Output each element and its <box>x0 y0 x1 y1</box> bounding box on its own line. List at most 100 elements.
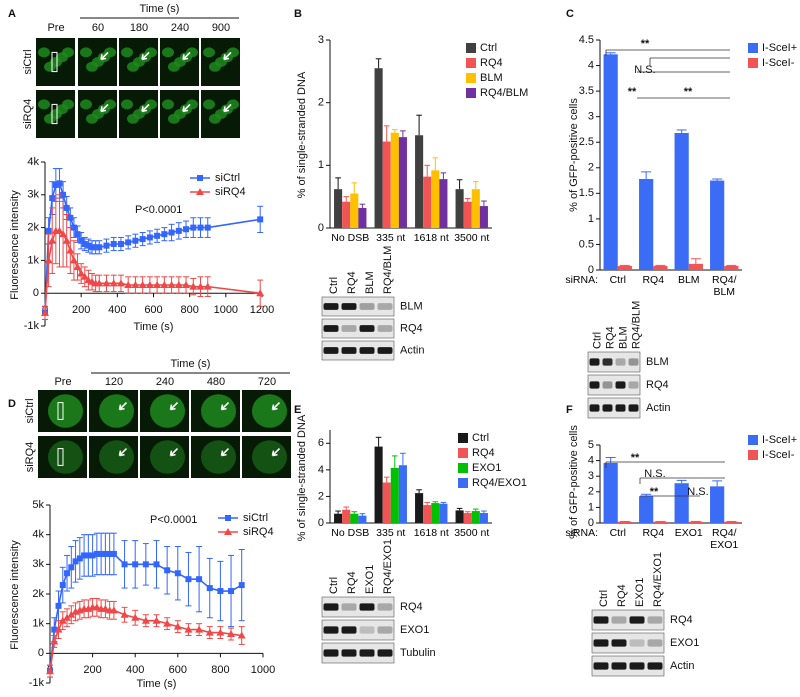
lane-label: Ctrl <box>328 277 340 294</box>
marker <box>238 582 245 589</box>
marker <box>204 224 211 231</box>
row-label: siCtrl <box>22 49 34 74</box>
time-label: 120 <box>105 376 123 388</box>
marker <box>64 570 71 577</box>
blot-band <box>341 626 357 634</box>
marker <box>237 631 246 639</box>
legend-label: Ctrl <box>472 432 489 444</box>
bar <box>617 521 632 523</box>
marker <box>77 269 86 277</box>
arrow <box>220 402 230 411</box>
bar <box>382 482 391 523</box>
blot-band <box>611 616 627 624</box>
x-tick-label: RQ4/ EXO1 <box>710 527 739 551</box>
marker <box>125 239 132 246</box>
time-axis-label: Time (s) <box>171 358 211 370</box>
x-tick-label-box: 335 nt <box>376 527 405 539</box>
blot-band <box>611 662 627 670</box>
marker <box>81 552 88 559</box>
nucleus <box>38 99 50 110</box>
y-tick-label: 0 <box>318 222 324 234</box>
arrow <box>100 103 109 113</box>
bar <box>674 483 689 523</box>
x-tick-label-box: Ctrl <box>610 274 626 286</box>
lane-label: RQ4/BLM <box>382 246 394 294</box>
bar <box>398 465 407 523</box>
marker <box>51 626 58 633</box>
blot-band <box>589 404 600 412</box>
legend-swatch <box>458 448 468 458</box>
significance-label: N.S. <box>644 468 665 480</box>
marker <box>163 619 172 627</box>
nucleus <box>99 394 134 428</box>
blot-strip <box>321 318 395 339</box>
time-axis-label: Time (s) <box>140 3 180 15</box>
legend-swatch <box>466 73 476 83</box>
marker <box>46 667 54 675</box>
nucleus <box>201 394 236 428</box>
y-tick-label: 5 <box>588 439 594 451</box>
y-tick-label: 6 <box>318 437 324 449</box>
blot-band <box>359 649 375 657</box>
x-axis-label: Time (s) <box>137 678 177 690</box>
marker <box>110 550 117 557</box>
marker <box>174 570 181 577</box>
marker <box>66 246 75 254</box>
marker <box>50 637 59 645</box>
blot-band <box>628 381 639 389</box>
x-tick-label: 335 nt <box>376 232 406 244</box>
marker <box>227 630 236 638</box>
nucleus <box>150 394 185 428</box>
bar <box>390 132 399 228</box>
blot-strip <box>321 619 395 641</box>
marker <box>102 279 111 287</box>
marker <box>256 289 265 297</box>
marker <box>67 610 76 618</box>
legend-label: I-SceI- <box>762 449 795 461</box>
y-tick-label: 1 <box>588 213 594 225</box>
blot-strip <box>587 351 641 373</box>
nucleus <box>80 99 92 110</box>
blot-band <box>359 626 375 634</box>
marker <box>54 625 63 633</box>
blot-band <box>611 639 627 647</box>
blot-row-label: BLM <box>646 356 669 368</box>
y-tick-label: 2 <box>318 97 324 109</box>
bar <box>374 446 383 523</box>
blot-row-label: BLM <box>400 300 423 312</box>
legend-label: siRQ4 <box>215 186 246 198</box>
nucleus <box>227 47 239 58</box>
marker <box>45 227 52 234</box>
arrow <box>169 448 179 457</box>
marker <box>109 279 118 287</box>
marker <box>48 236 57 244</box>
significance-label: ** <box>684 86 693 98</box>
y-tick-label: 5k <box>32 499 44 511</box>
y-axis-label: % of single-stranded DNA <box>296 414 308 541</box>
x-tick-label: 600 <box>169 664 187 676</box>
y-axis-label: % of GFP-positive cells <box>568 425 580 539</box>
significance-label: ** <box>631 452 640 464</box>
blot-band <box>377 603 393 611</box>
x-tick-label-box: 1618 nt <box>414 232 449 244</box>
blot-band <box>647 639 663 647</box>
bar <box>603 54 618 270</box>
blot-band <box>323 603 339 611</box>
marker <box>85 242 92 249</box>
y-tick-label: 4 <box>588 455 594 467</box>
blot-band <box>615 381 626 389</box>
y-tick-label: 3k <box>32 558 44 570</box>
bar <box>688 521 703 523</box>
nucleus <box>104 99 116 110</box>
bar <box>463 513 472 523</box>
bar <box>398 137 407 228</box>
blot-band <box>628 358 639 366</box>
nucleus <box>252 394 287 428</box>
legend-swatch <box>466 43 476 53</box>
lane-label: RQ4 <box>346 571 358 594</box>
blot-strip <box>321 340 395 361</box>
y-tick-label: 2 <box>318 490 324 502</box>
x-tick-label: 800 <box>180 304 198 316</box>
blot-strip <box>591 632 665 654</box>
